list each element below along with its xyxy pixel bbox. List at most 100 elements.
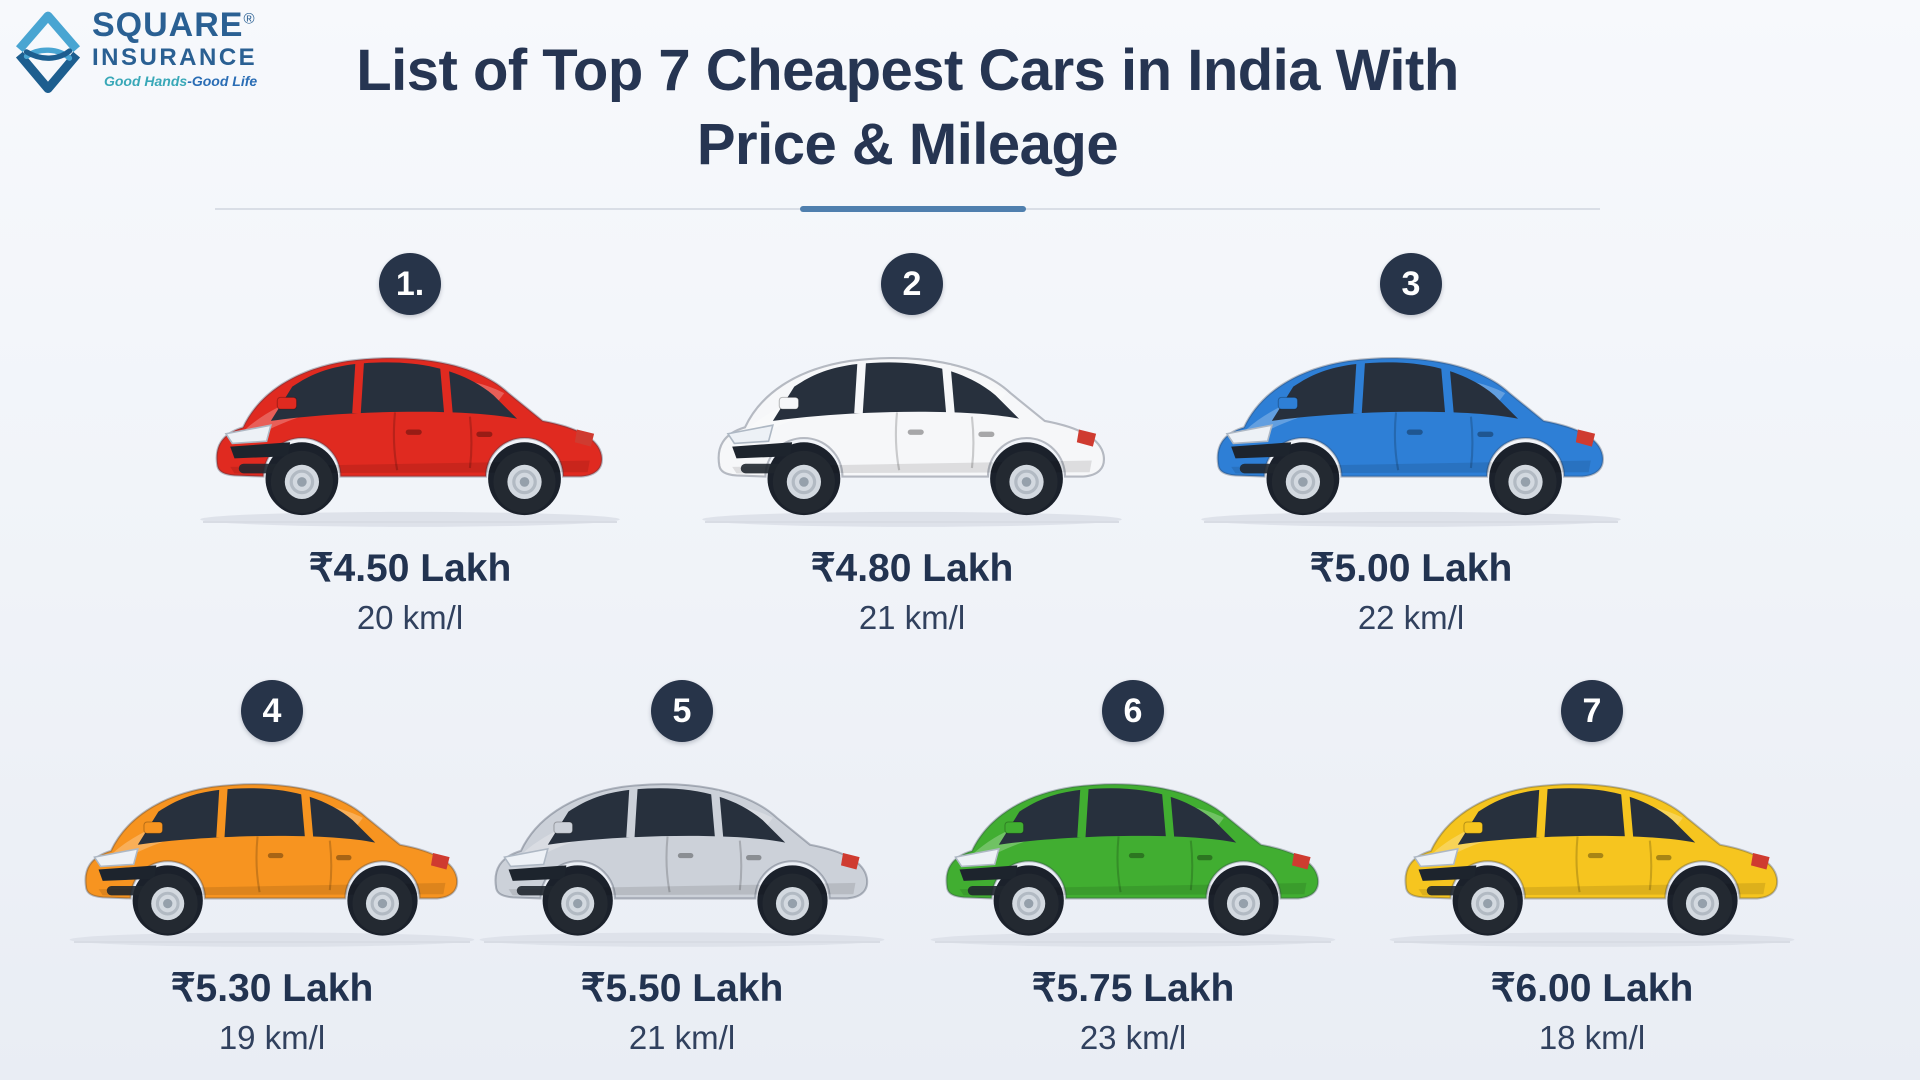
car-shadow	[1201, 511, 1621, 527]
car-c-pillar	[1620, 790, 1634, 839]
car-illustration	[702, 357, 1122, 527]
rear-hub	[1238, 898, 1249, 909]
title-line-1: List of Top 7 Cheapest Cars in India Wit…	[356, 38, 1459, 103]
car-card: 7	[1372, 680, 1812, 1057]
car-illustration	[479, 783, 885, 947]
car-headlight	[503, 847, 549, 868]
front-wheel	[137, 873, 198, 934]
car-door-handle	[1128, 852, 1145, 859]
front-hub	[573, 898, 583, 909]
rank-number: 1.	[395, 264, 425, 303]
car-door-handle-2	[746, 855, 762, 861]
rear-wheel	[995, 450, 1058, 513]
rank-number: 7	[1582, 691, 1602, 730]
car-illustration	[69, 783, 475, 947]
car-door-seam-2	[970, 416, 975, 469]
car-door-seam-2	[468, 416, 473, 469]
logo-bottom-chevron	[15, 51, 81, 94]
front-wheel	[1457, 873, 1518, 934]
car-door-handle-2	[1656, 855, 1672, 861]
car-taillight	[430, 852, 450, 870]
car-grille	[732, 442, 793, 459]
brand-name-insurance: INSURANCE	[92, 44, 258, 71]
car-grille	[1418, 865, 1477, 881]
car-mileage: 21 km/l	[858, 599, 966, 636]
car-shadow	[1389, 932, 1795, 947]
car-c-pillar	[1161, 790, 1175, 839]
car-b-pillar	[854, 361, 866, 414]
ground-line	[74, 941, 470, 943]
car-door-handle	[907, 429, 924, 435]
rank-badge: 5	[651, 680, 713, 742]
car-windows	[1271, 362, 1519, 421]
car-c-pillar	[710, 790, 724, 839]
rank-badge: 2	[881, 253, 943, 315]
title-divider	[215, 206, 1600, 212]
car-windows	[998, 788, 1237, 845]
car-door-handle	[267, 852, 284, 859]
car-door-seam	[894, 412, 901, 471]
car-door-handle-2	[336, 855, 352, 861]
car-door-seam	[1116, 836, 1122, 893]
rear-rim-ring	[370, 891, 395, 916]
car-mileage: 23 km/l	[1079, 1019, 1187, 1056]
front-rim-ring	[791, 469, 817, 495]
car-shadow	[200, 511, 620, 527]
rear-wheel	[1672, 873, 1733, 934]
logo-hand-dark	[23, 48, 73, 61]
car-grille	[959, 865, 1018, 881]
registered-trademark: ®	[243, 10, 256, 28]
rear-rim-ring	[512, 469, 537, 495]
car-mirror	[276, 396, 298, 410]
car-headlight	[224, 424, 272, 445]
car-card: 4	[52, 680, 492, 1057]
rear-rim-ring	[1231, 891, 1256, 916]
ground-line	[203, 521, 617, 523]
front-hub	[1298, 477, 1308, 487]
car-mileage: 19 km/l	[218, 1019, 326, 1056]
car-price: ₹4.50 Lakh	[308, 547, 512, 590]
car-grille	[98, 865, 157, 881]
car-windows	[137, 788, 376, 845]
car-b-pillar	[216, 787, 228, 838]
front-hub	[1483, 898, 1493, 909]
car-illustration	[1389, 783, 1795, 947]
brand-logo: SQUARE® INSURANCE Good Hands-Good Life	[14, 8, 257, 94]
car-windows	[547, 788, 786, 845]
car-door-seam-2	[328, 840, 333, 891]
car-taillight	[840, 852, 860, 870]
rear-wheel	[352, 873, 413, 934]
car-price: ₹4.80 Lakh	[810, 547, 1014, 590]
car-shadow	[930, 932, 1336, 947]
page-title: List of Top 7 Cheapest Cars in India Wit…	[215, 34, 1600, 182]
title-line-2: Price & Mileage	[696, 112, 1119, 177]
car-mirror	[1004, 821, 1025, 834]
car-door-handle	[405, 429, 422, 435]
front-hub	[799, 477, 809, 487]
brand-name-square: SQUARE®	[92, 6, 256, 44]
rear-hub	[1520, 477, 1531, 487]
ground-line	[1394, 941, 1790, 943]
car-door-handle	[677, 852, 694, 859]
car-mirror	[778, 396, 800, 410]
car-shadow	[69, 932, 475, 947]
car-door-handle	[1587, 852, 1604, 859]
car-windows	[772, 362, 1020, 421]
car-headlight	[1225, 424, 1273, 445]
rank-number: 2	[902, 264, 922, 303]
rear-wheel	[1494, 450, 1557, 513]
tagline-good-life: -Good Life	[187, 73, 258, 89]
car-grille	[508, 865, 567, 881]
car-windows	[1457, 788, 1696, 845]
ground-line	[1204, 521, 1618, 523]
car-card: 6	[913, 680, 1353, 1057]
rear-wheel	[1213, 873, 1274, 934]
car-taillight	[574, 429, 595, 447]
car-card: 1.	[180, 253, 640, 637]
rear-rim-ring	[1014, 469, 1039, 495]
front-wheel	[998, 873, 1059, 934]
car-c-pillar	[941, 364, 955, 415]
rank-number: 6	[1123, 691, 1143, 730]
car-shadow	[479, 932, 885, 947]
